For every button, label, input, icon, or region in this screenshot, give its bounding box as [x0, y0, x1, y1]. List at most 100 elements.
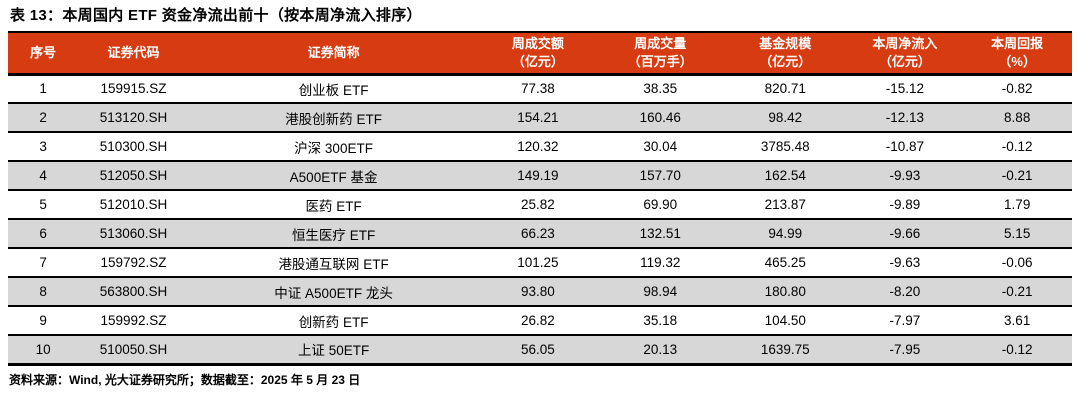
table-row: 7 159792.SZ 港股通互联网 ETF 101.25 119.32 465.25 -9… — [8, 248, 1072, 278]
column-header-label: 本周回报 — [991, 36, 1044, 52]
cell-name: 上证 50ETF — [188, 335, 479, 366]
table-body: 1 159915.SZ 创业板 ETF 77.38 38.35 820.71 -15.12-… — [8, 74, 1072, 366]
column-header-unit: （%） — [998, 53, 1036, 69]
cell-net_inflow: -9.66 — [847, 219, 963, 249]
cell-volume: 119.32 — [597, 248, 723, 278]
cell-rank: 10 — [8, 335, 79, 366]
cell-rank: 8 — [8, 277, 79, 307]
cell-volume: 98.94 — [597, 277, 723, 307]
table-row: 9 159992.SZ 创新药 ETF 26.82 35.18 104.50 -7.97 3.… — [8, 306, 1072, 336]
cell-aum: 213.87 — [722, 190, 848, 220]
cell-aum: 104.50 — [722, 306, 848, 336]
cell-name: 创业板 ETF — [188, 74, 479, 104]
cell-volume: 160.46 — [597, 103, 723, 133]
column-header-label: 周成交额 — [511, 36, 564, 52]
cell-turnover: 25.82 — [478, 190, 598, 220]
cell-net_inflow: -9.89 — [847, 190, 963, 220]
cell-aum: 98.42 — [722, 103, 848, 133]
column-header-unit: （百万手） — [627, 53, 693, 69]
cell-turnover: 101.25 — [478, 248, 598, 278]
cell-code: 159915.SZ — [78, 74, 189, 104]
column-header-unit: （亿元） — [759, 53, 812, 69]
report-table-snippet: 表 13：本周国内 ETF 资金净流出前十（按本周净流入排序） 序号 证券代码 证券… — [8, 7, 1072, 387]
column-header-net_inflow: 本周净流入 （亿元） — [847, 31, 963, 76]
cell-aum: 94.99 — [722, 219, 848, 249]
cell-return: -0.21 — [962, 277, 1072, 307]
table-header: 序号 证券代码 证券简称 周成交额 （亿元） 周成交量 （百万手） 基金规模 （亿元） 本周净流入… — [8, 31, 1072, 76]
column-header-label: 证券简称 — [307, 44, 360, 60]
column-header-volume: 周成交量 （百万手） — [597, 31, 723, 76]
cell-net_inflow: -7.97 — [847, 306, 963, 336]
cell-name: 沪深 300ETF — [188, 132, 479, 162]
cell-name: 创新药 ETF — [188, 306, 479, 336]
cell-turnover: 93.80 — [478, 277, 598, 307]
column-header-return: 本周回报 （%） — [962, 31, 1072, 76]
cell-rank: 1 — [8, 74, 79, 104]
cell-return: -0.06 — [962, 248, 1072, 278]
column-header-label: 周成交量 — [634, 36, 687, 52]
cell-net_inflow: -9.93 — [847, 161, 963, 191]
cell-return: 5.15 — [962, 219, 1072, 249]
table-row: 3 510300.SH 沪深 300ETF 120.32 30.04 3785.48 -10… — [8, 132, 1072, 162]
table-header-row: 序号 证券代码 证券简称 周成交额 （亿元） 周成交量 （百万手） 基金规模 （亿元） 本周净流入… — [8, 31, 1072, 76]
cell-code: 512050.SH — [78, 161, 189, 191]
column-header-name: 证券简称 — [188, 31, 479, 76]
cell-volume: 132.51 — [597, 219, 723, 249]
cell-rank: 7 — [8, 248, 79, 278]
cell-aum: 1639.75 — [722, 335, 848, 366]
cell-volume: 30.04 — [597, 132, 723, 162]
column-header-code: 证券代码 — [78, 31, 189, 76]
cell-name: 医药 ETF — [188, 190, 479, 220]
cell-code: 512010.SH — [78, 190, 189, 220]
cell-aum: 162.54 — [722, 161, 848, 191]
cell-code: 513060.SH — [78, 219, 189, 249]
column-header-unit: （亿元） — [511, 53, 564, 69]
cell-aum: 465.25 — [722, 248, 848, 278]
cell-aum: 3785.48 — [722, 132, 848, 162]
cell-return: -0.21 — [962, 161, 1072, 191]
cell-code: 563800.SH — [78, 277, 189, 307]
cell-name: 恒生医疗 ETF — [188, 219, 479, 249]
cell-turnover: 56.05 — [478, 335, 598, 366]
cell-return: 3.61 — [962, 306, 1072, 336]
table-row: 1 159915.SZ 创业板 ETF 77.38 38.35 820.71 -15.12-… — [8, 74, 1072, 104]
cell-return: -0.12 — [962, 132, 1072, 162]
table-row: 4 512050.SH A500ETF 基金 149.19 157.70 162.54 -9… — [8, 161, 1072, 191]
cell-turnover: 149.19 — [478, 161, 598, 191]
cell-rank: 9 — [8, 306, 79, 336]
cell-net_inflow: -9.63 — [847, 248, 963, 278]
cell-name: 中证 A500ETF 龙头 — [188, 277, 479, 307]
column-header-label: 证券代码 — [107, 44, 160, 60]
column-header-label: 序号 — [30, 44, 57, 60]
column-header-turnover: 周成交额 （亿元） — [478, 31, 598, 76]
table-row: 5 512010.SH 医药 ETF 25.82 69.90 213.87 -9.89 1.7… — [8, 190, 1072, 220]
table-row: 10 510050.SH 上证 50ETF 56.05 20.13 1639.75 -7.9… — [8, 335, 1072, 366]
cell-volume: 20.13 — [597, 335, 723, 366]
column-header-aum: 基金规模 （亿元） — [722, 31, 848, 76]
cell-turnover: 120.32 — [478, 132, 598, 162]
cell-return: -0.82 — [962, 74, 1072, 104]
cell-code: 510050.SH — [78, 335, 189, 366]
cell-rank: 6 — [8, 219, 79, 249]
cell-return: -0.12 — [962, 335, 1072, 366]
cell-turnover: 77.38 — [478, 74, 598, 104]
table-row: 2 513120.SH 港股创新药 ETF 154.21 160.46 98.42 -12.… — [8, 103, 1072, 133]
cell-code: 159792.SZ — [78, 248, 189, 278]
cell-return: 8.88 — [962, 103, 1072, 133]
cell-net_inflow: -7.95 — [847, 335, 963, 366]
cell-name: A500ETF 基金 — [188, 161, 479, 191]
cell-net_inflow: -8.20 — [847, 277, 963, 307]
cell-volume: 157.70 — [597, 161, 723, 191]
cell-rank: 3 — [8, 132, 79, 162]
cell-net_inflow: -10.87 — [847, 132, 963, 162]
cell-aum: 180.80 — [722, 277, 848, 307]
cell-volume: 35.18 — [597, 306, 723, 336]
cell-net_inflow: -12.13 — [847, 103, 963, 133]
cell-code: 159992.SZ — [78, 306, 189, 336]
cell-rank: 5 — [8, 190, 79, 220]
table-title: 表 13：本周国内 ETF 资金净流出前十（按本周净流入排序） — [10, 7, 422, 24]
cell-volume: 69.90 — [597, 190, 723, 220]
cell-net_inflow: -15.12 — [847, 74, 963, 104]
column-header-rank: 序号 — [8, 31, 79, 76]
cell-name: 港股创新药 ETF — [188, 103, 479, 133]
